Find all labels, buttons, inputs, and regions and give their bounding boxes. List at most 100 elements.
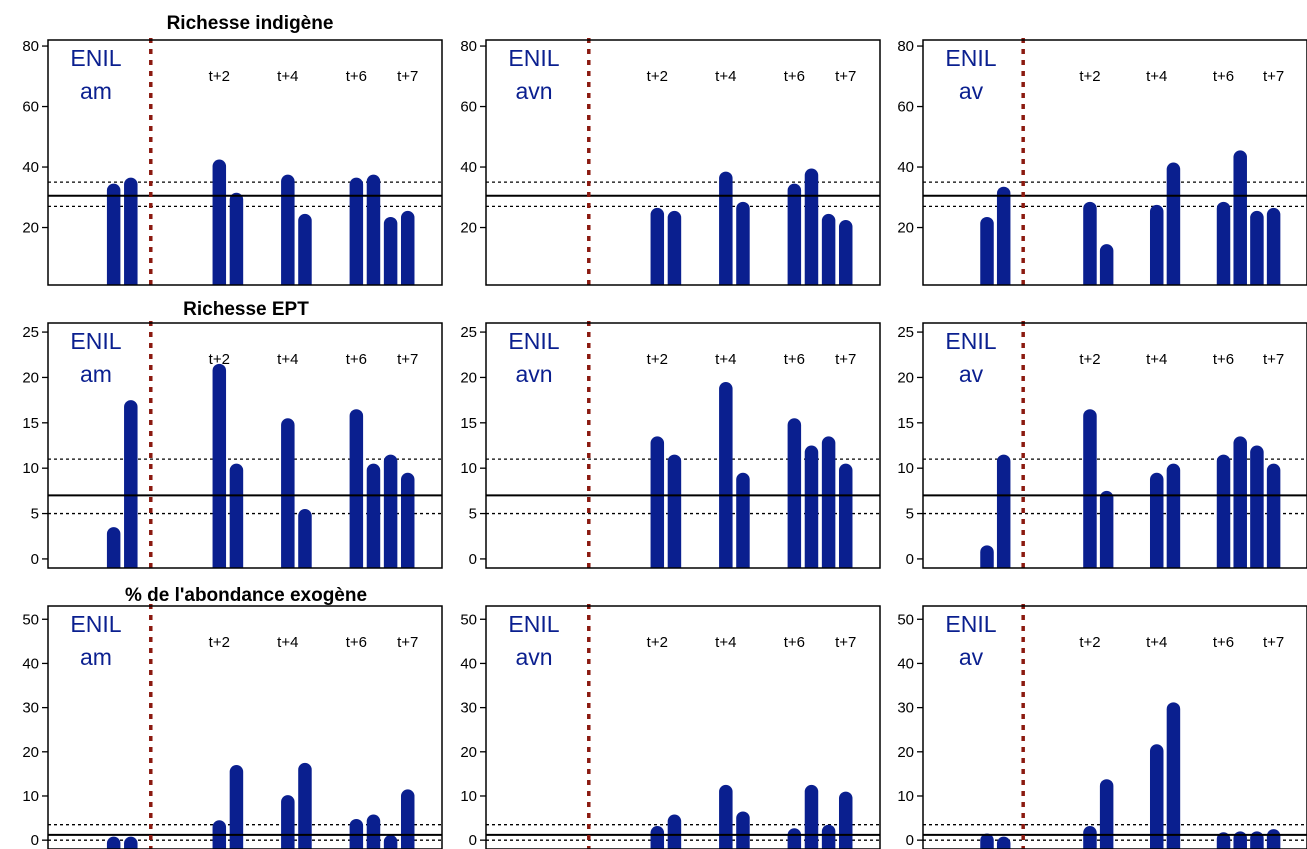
y-tick-label: 10	[460, 460, 477, 477]
time-label: t+6	[346, 634, 367, 651]
y-tick-label: 40	[897, 655, 914, 672]
site-label-line1: ENIL	[70, 611, 121, 637]
y-tick-label: 25	[460, 324, 477, 341]
y-tick-label: 50	[897, 611, 914, 628]
y-tick-label: 20	[460, 220, 477, 237]
time-label: t+4	[1146, 634, 1167, 651]
y-tick-label: 10	[897, 460, 914, 477]
panel-frame	[922, 605, 1307, 849]
y-tick-label: 80	[22, 38, 39, 55]
time-label: t+7	[1263, 68, 1284, 85]
site-label-line1: ENIL	[508, 45, 559, 71]
row-title: Richesse EPT	[183, 299, 309, 320]
y-tick-label: 30	[460, 700, 477, 717]
time-label: t+2	[209, 68, 230, 85]
y-tick-label: 40	[460, 655, 477, 672]
y-tick-label: 40	[22, 655, 39, 672]
time-label: t+2	[1079, 634, 1100, 651]
panel-2-1: 0 10 20 30 40 50 t+2 t+4 t+6 t+7 ENIL avn	[460, 604, 881, 849]
time-label: t+6	[346, 351, 367, 368]
time-label: t+2	[1079, 351, 1100, 368]
y-tick-label: 60	[22, 99, 39, 116]
time-label: t+6	[784, 634, 805, 651]
panel-frame	[922, 322, 1307, 569]
panel-frame	[485, 39, 881, 286]
y-tick-label: 20	[460, 744, 477, 761]
time-label: t+4	[1146, 351, 1167, 368]
y-tick-label: 0	[31, 832, 39, 849]
time-label: t+7	[1263, 634, 1284, 651]
y-tick-label: 10	[897, 788, 914, 805]
y-tick-label: 20	[22, 220, 39, 237]
y-tick-label: 20	[897, 369, 914, 386]
y-tick-label: 0	[906, 551, 914, 568]
panel-0-0: 20 40 60 80 t+2 t+4 t+6 t+7 ENIL am	[22, 38, 443, 286]
panel-frame	[485, 605, 881, 849]
site-label-line2: am	[80, 644, 112, 670]
site-label-line1: ENIL	[70, 328, 121, 354]
y-tick-label: 80	[460, 38, 477, 55]
y-tick-label: 0	[31, 551, 39, 568]
y-tick-label: 40	[22, 159, 39, 176]
y-tick-label: 40	[897, 159, 914, 176]
time-label: t+2	[1079, 68, 1100, 85]
time-label: t+6	[784, 351, 805, 368]
y-tick-label: 30	[22, 700, 39, 717]
y-tick-label: 20	[897, 220, 914, 237]
y-tick-label: 5	[469, 506, 477, 523]
panel-1-1: 0 5 10 15 20 25 t+2 t+4 t+6 t+7 ENIL avn	[460, 321, 881, 569]
y-tick-label: 25	[897, 324, 914, 341]
time-label: t+7	[835, 68, 856, 85]
time-label: t+2	[647, 68, 668, 85]
site-label-line1: ENIL	[945, 328, 996, 354]
y-tick-label: 60	[460, 99, 477, 116]
site-label-line1: ENIL	[945, 611, 996, 637]
time-label: t+6	[1213, 68, 1234, 85]
time-label: t+7	[835, 634, 856, 651]
y-tick-label: 20	[22, 744, 39, 761]
site-label-line1: ENIL	[70, 45, 121, 71]
time-label: t+7	[397, 634, 418, 651]
panel-frame	[47, 39, 443, 286]
y-tick-label: 25	[22, 324, 39, 341]
panel-frame	[485, 322, 881, 569]
site-label-line2: av	[959, 361, 984, 387]
time-label: t+2	[647, 351, 668, 368]
panel-0-2: 20 40 60 80 t+2 t+4 t+6 t+7 ENIL av	[897, 38, 1307, 286]
y-tick-label: 30	[897, 700, 914, 717]
site-label-line2: am	[80, 78, 112, 104]
time-label: t+4	[277, 68, 298, 85]
time-label: t+4	[277, 634, 298, 651]
y-tick-label: 0	[906, 832, 914, 849]
time-label: t+2	[209, 351, 230, 368]
time-label: t+6	[1213, 351, 1234, 368]
panel-1-0: 0 5 10 15 20 25 t+2 t+4 t+6 t+7 ENIL am	[22, 321, 443, 569]
time-label: t+4	[1146, 68, 1167, 85]
y-tick-label: 40	[460, 159, 477, 176]
y-tick-label: 60	[897, 99, 914, 116]
time-label: t+2	[209, 634, 230, 651]
time-label: t+4	[715, 68, 736, 85]
y-tick-label: 10	[22, 788, 39, 805]
y-tick-label: 80	[897, 38, 914, 55]
site-label-line2: avn	[515, 361, 552, 387]
panel-frame	[47, 605, 443, 849]
y-tick-label: 50	[460, 611, 477, 628]
y-tick-label: 5	[906, 506, 914, 523]
site-label-line2: av	[959, 644, 984, 670]
panel-1-2: 0 5 10 15 20 25 t+2 t+4 t+6 t+7 ENIL av	[897, 321, 1307, 569]
site-label-line1: ENIL	[508, 611, 559, 637]
panel-frame	[47, 322, 443, 569]
site-label-line1: ENIL	[508, 328, 559, 354]
time-label: t+4	[715, 634, 736, 651]
site-label-line1: ENIL	[945, 45, 996, 71]
time-label: t+7	[397, 351, 418, 368]
y-tick-label: 20	[460, 369, 477, 386]
row-title: % de l'abondance exogène	[125, 585, 367, 606]
time-label: t+4	[715, 351, 736, 368]
y-tick-label: 0	[469, 551, 477, 568]
panel-frame	[922, 39, 1307, 286]
time-label: t+4	[277, 351, 298, 368]
time-label: t+7	[1263, 351, 1284, 368]
